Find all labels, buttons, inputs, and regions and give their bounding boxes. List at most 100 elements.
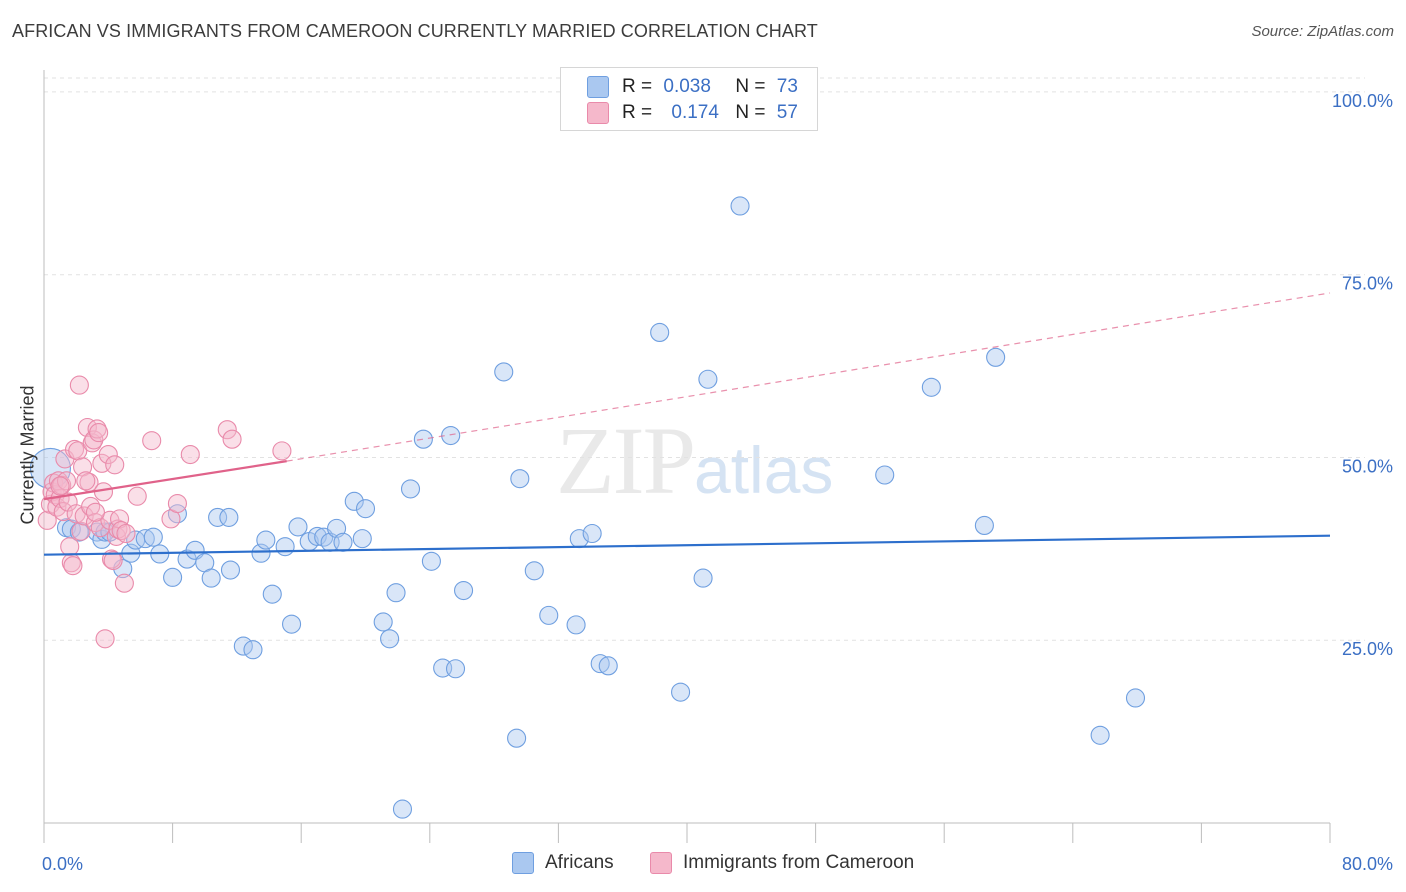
bottom-legend-label-africans: Africans bbox=[545, 852, 614, 873]
point-africans bbox=[421, 551, 441, 571]
point-africans bbox=[256, 530, 276, 550]
point-africans bbox=[352, 529, 372, 549]
legend-n-value: 73 bbox=[776, 76, 798, 97]
bottom-legend-swatch-cameroon bbox=[650, 852, 672, 874]
legend-r-label: R = bbox=[622, 76, 653, 97]
point-cameroon bbox=[50, 476, 70, 496]
point-cameroon bbox=[37, 510, 57, 530]
point-cameroon bbox=[77, 417, 97, 438]
legend-r-value: 0.038 bbox=[663, 76, 711, 97]
point-africans bbox=[875, 465, 895, 485]
y-tick-label: 100.0% bbox=[1332, 91, 1393, 111]
point-africans bbox=[693, 568, 713, 588]
point-africans bbox=[288, 517, 308, 537]
point-cameroon bbox=[64, 439, 85, 459]
point-africans bbox=[590, 654, 610, 674]
bottom-legend-swatch-africans bbox=[512, 852, 534, 874]
point-africans bbox=[262, 584, 282, 604]
point-africans bbox=[539, 605, 559, 625]
legend-n-label: N = bbox=[735, 76, 766, 97]
correlation-legend: R = 0.038 N = 73 R = 0.174 N = 57 bbox=[560, 67, 818, 131]
point-cameroon bbox=[167, 493, 187, 514]
legend-n-label: N = bbox=[735, 102, 766, 123]
point-africans bbox=[698, 369, 718, 389]
watermark-zip: ZIP bbox=[556, 407, 696, 514]
point-africans bbox=[510, 469, 530, 489]
point-cameroon bbox=[85, 502, 105, 522]
point-cameroon bbox=[89, 423, 109, 443]
point-africans bbox=[400, 479, 421, 499]
legend-swatch-cameroon bbox=[587, 102, 609, 124]
legend-swatch-africans bbox=[587, 76, 609, 98]
point-cameroon bbox=[217, 420, 237, 440]
point-africans bbox=[507, 728, 527, 748]
point-cameroon bbox=[76, 471, 96, 491]
bottom-legend-africans: Africans bbox=[512, 852, 614, 874]
point-africans bbox=[282, 614, 302, 634]
point-africans bbox=[582, 523, 602, 544]
point-cameroon bbox=[103, 550, 123, 571]
point-africans bbox=[392, 799, 413, 819]
point-africans bbox=[333, 532, 353, 552]
chart-title: AFRICAN VS IMMIGRANTS FROM CAMEROON CURR… bbox=[12, 21, 818, 41]
point-africans bbox=[1125, 688, 1146, 708]
point-cameroon bbox=[272, 441, 292, 461]
trend-line-africans bbox=[43, 534, 1331, 556]
legend-row-cameroon: R = 0.174 N = 57 bbox=[587, 101, 798, 125]
point-africans bbox=[275, 537, 295, 557]
legend-r-value: 0.174 bbox=[671, 102, 719, 123]
point-cameroon bbox=[69, 375, 89, 395]
point-africans bbox=[29, 447, 71, 489]
y-tick-label: 75.0% bbox=[1342, 274, 1393, 294]
point-africans bbox=[208, 507, 228, 527]
bottom-legend-label-cameroon: Immigrants from Cameroon bbox=[683, 852, 915, 873]
point-africans bbox=[167, 504, 187, 524]
point-africans bbox=[113, 559, 133, 579]
point-cameroon bbox=[95, 629, 115, 649]
legend-n-value: 57 bbox=[776, 102, 798, 123]
point-africans bbox=[380, 629, 400, 649]
point-cameroon bbox=[60, 537, 80, 557]
point-africans bbox=[445, 659, 466, 679]
point-africans bbox=[730, 196, 750, 216]
point-africans bbox=[454, 580, 474, 601]
point-africans bbox=[344, 491, 364, 511]
point-cameroon bbox=[142, 431, 162, 451]
source-label: Source: ZipAtlas.com bbox=[1251, 23, 1394, 40]
point-cameroon bbox=[114, 573, 134, 593]
point-africans bbox=[386, 583, 406, 603]
point-africans bbox=[143, 527, 163, 547]
y-tick-label: 25.0% bbox=[1342, 639, 1393, 659]
point-cameroon bbox=[116, 523, 136, 544]
point-cameroon bbox=[98, 444, 118, 465]
point-cameroon bbox=[74, 506, 94, 526]
point-africans bbox=[494, 362, 514, 382]
point-africans bbox=[327, 518, 347, 538]
point-cameroon bbox=[127, 486, 147, 506]
point-africans bbox=[986, 347, 1006, 367]
point-africans bbox=[650, 322, 670, 343]
trend-line-cameroon bbox=[43, 460, 287, 501]
watermark-atlas: atlas bbox=[694, 433, 834, 507]
point-africans bbox=[566, 615, 586, 635]
point-africans bbox=[220, 560, 241, 580]
point-africans bbox=[219, 507, 239, 527]
trend-line-dashed-cameroon bbox=[286, 292, 1331, 462]
y-tick-label: 50.0% bbox=[1342, 456, 1393, 476]
point-africans bbox=[163, 567, 183, 587]
y-axis-label: Currently Married bbox=[17, 385, 38, 525]
point-cameroon bbox=[222, 429, 242, 449]
point-africans bbox=[201, 568, 221, 588]
point-africans bbox=[974, 515, 994, 536]
point-africans bbox=[598, 656, 618, 676]
x-tick-label: 0.0% bbox=[42, 854, 83, 874]
legend-row-africans: R = 0.038 N = 73 bbox=[587, 75, 798, 99]
point-africans bbox=[233, 636, 253, 656]
x-tick-label: 80.0% bbox=[1342, 854, 1393, 874]
point-africans bbox=[1090, 725, 1110, 745]
point-africans bbox=[355, 499, 376, 519]
point-africans bbox=[524, 561, 544, 581]
watermark: ZIPatlas bbox=[556, 405, 833, 516]
point-africans bbox=[671, 682, 691, 702]
